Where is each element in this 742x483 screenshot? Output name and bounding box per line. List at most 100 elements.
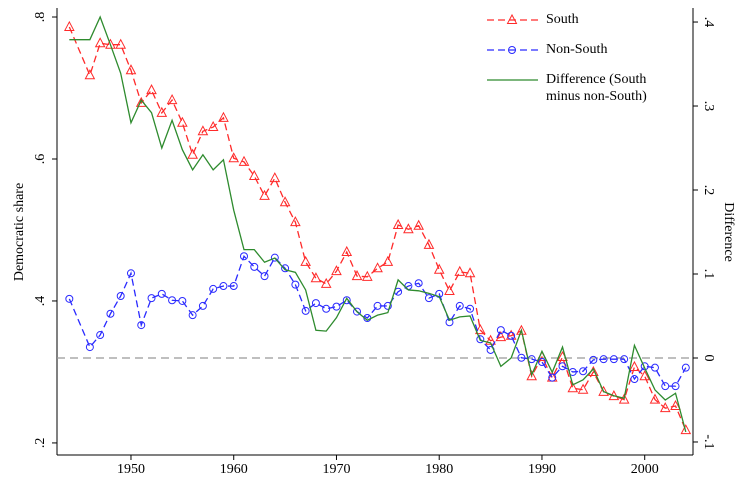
- marker: [259, 189, 270, 200]
- y-axis-title: Democratic share: [12, 183, 27, 281]
- marker: [342, 296, 351, 305]
- marker: [630, 375, 639, 384]
- marker: [671, 382, 680, 391]
- y-tick-label: .8: [33, 12, 48, 23]
- marker: [681, 363, 690, 372]
- marker: [105, 38, 116, 49]
- marker: [341, 245, 353, 256]
- marker: [96, 331, 105, 340]
- x-tick-label: 2000: [631, 462, 659, 477]
- marker: [424, 294, 433, 303]
- marker: [331, 265, 342, 276]
- marker: [589, 355, 598, 364]
- y2-tick-label: 0: [701, 354, 716, 361]
- x-tick-label: 1990: [528, 462, 556, 477]
- marker: [599, 355, 608, 364]
- marker: [517, 353, 526, 362]
- marker: [639, 370, 651, 381]
- marker: [382, 255, 394, 266]
- y2-tick-label: .4: [701, 17, 716, 28]
- marker: [353, 307, 362, 316]
- y2-axis-title: Difference: [721, 202, 736, 262]
- marker: [106, 309, 115, 318]
- marker: [351, 270, 363, 281]
- marker: [94, 37, 106, 48]
- legend-label: Non-South: [546, 42, 608, 57]
- marker: [650, 363, 659, 372]
- marker: [281, 264, 290, 273]
- marker: [116, 291, 125, 300]
- marker: [63, 20, 75, 31]
- marker: [279, 196, 291, 207]
- marker: [238, 155, 250, 166]
- marker: [474, 323, 486, 335]
- marker: [620, 355, 629, 364]
- marker: [65, 294, 74, 303]
- marker: [383, 301, 392, 310]
- marker: [508, 46, 516, 54]
- marker: [454, 265, 466, 276]
- marker: [506, 13, 518, 24]
- legend-label-box: Non-South: [546, 42, 608, 57]
- marker: [248, 169, 260, 181]
- marker: [219, 282, 228, 291]
- marker: [187, 148, 198, 159]
- x-tick-label: 1960: [220, 462, 248, 477]
- marker: [166, 94, 178, 105]
- legend-label-box: South: [546, 12, 579, 27]
- marker: [290, 216, 301, 227]
- y-tick-label: .6: [33, 154, 48, 165]
- marker: [269, 172, 281, 183]
- y-tick-label: .2: [33, 438, 48, 449]
- legend-label: Difference (South minus non-South): [546, 72, 647, 104]
- marker: [466, 304, 475, 313]
- marker: [577, 383, 589, 394]
- marker: [373, 301, 382, 310]
- marker: [598, 385, 609, 396]
- marker: [548, 373, 557, 382]
- marker: [146, 84, 157, 95]
- marker: [126, 269, 135, 278]
- marker: [322, 304, 331, 313]
- y2-tick-label: .2: [701, 185, 716, 196]
- marker: [147, 294, 156, 303]
- marker: [207, 120, 219, 132]
- marker: [188, 311, 197, 320]
- marker: [537, 358, 546, 367]
- marker: [444, 284, 455, 296]
- marker: [413, 219, 424, 230]
- marker: [320, 277, 332, 288]
- marker: [332, 302, 341, 311]
- marker: [629, 360, 640, 371]
- series-line: [68, 26, 687, 431]
- marker: [270, 253, 279, 262]
- x-tick-label: 1970: [322, 462, 350, 477]
- marker: [137, 321, 146, 330]
- marker: [670, 399, 681, 411]
- marker: [156, 106, 168, 117]
- marker: [516, 324, 527, 335]
- marker: [311, 299, 320, 308]
- x-tick-label: 1950: [117, 462, 145, 477]
- marker: [455, 301, 464, 310]
- marker: [291, 280, 300, 289]
- marker: [157, 289, 166, 298]
- marker: [229, 282, 238, 291]
- legend-label-box: Difference (South minus non-South): [546, 72, 647, 104]
- marker: [567, 382, 579, 393]
- marker: [228, 152, 240, 163]
- legend-item: Difference (South minus non-South): [487, 72, 647, 104]
- marker: [260, 272, 269, 281]
- x-tick-label: 1980: [425, 462, 453, 477]
- marker: [115, 38, 127, 49]
- marker: [361, 270, 373, 281]
- marker: [526, 370, 538, 381]
- marker: [198, 301, 207, 310]
- marker: [433, 263, 445, 274]
- marker: [125, 64, 137, 75]
- marker: [310, 272, 322, 283]
- marker: [300, 255, 311, 266]
- marker: [392, 218, 404, 230]
- marker: [423, 238, 435, 249]
- marker: [661, 382, 670, 391]
